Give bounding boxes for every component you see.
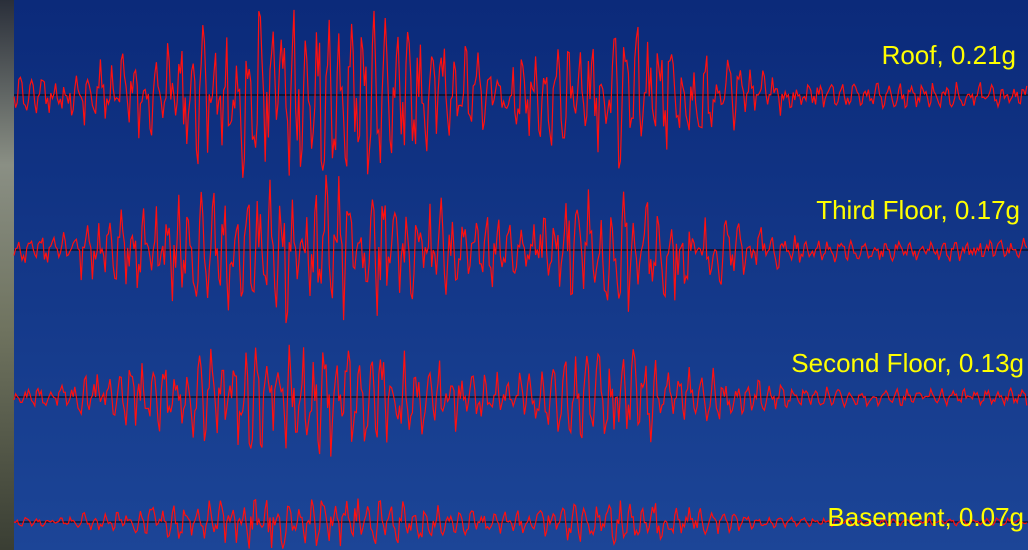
- seismogram-slide: Roof, 0.21g Third Floor, 0.17g Second Fl…: [0, 0, 1028, 550]
- trace-label: Second Floor, 0.13g: [791, 348, 1024, 378]
- trace-label: Basement, 0.07g: [827, 502, 1024, 532]
- building-photo-edge: [0, 0, 14, 550]
- trace-label: Roof, 0.21g: [882, 40, 1016, 70]
- trace-label: Third Floor, 0.17g: [816, 195, 1020, 225]
